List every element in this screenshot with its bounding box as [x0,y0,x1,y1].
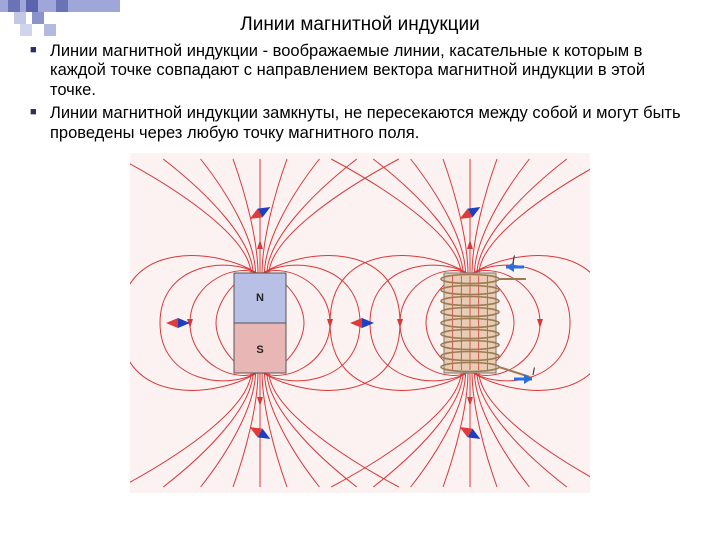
magnetic-field-diagram: NSII [130,153,590,493]
corner-square [20,24,32,36]
corner-decoration [0,0,120,40]
current-label: I [512,254,515,266]
corner-square [56,0,68,12]
bullet-list: Линии магнитной индукции - воображаемые … [28,42,692,143]
slide-body: Линии магнитной индукции - воображаемые … [0,36,720,493]
slide: Линии магнитной индукции Линии магнитной… [0,0,720,540]
bar-magnet: NS [234,273,286,373]
bullet-item: Линии магнитной индукции - воображаемые … [28,42,692,100]
south-label: S [256,344,263,356]
bullet-item: Линии магнитной индукции замкнуты, не пе… [28,104,692,143]
north-label: N [256,292,264,304]
corner-square [14,12,26,24]
current-label: I [532,366,535,378]
corner-square [8,0,20,12]
corner-square [32,12,44,24]
corner-square [26,0,38,12]
corner-square [44,24,56,36]
